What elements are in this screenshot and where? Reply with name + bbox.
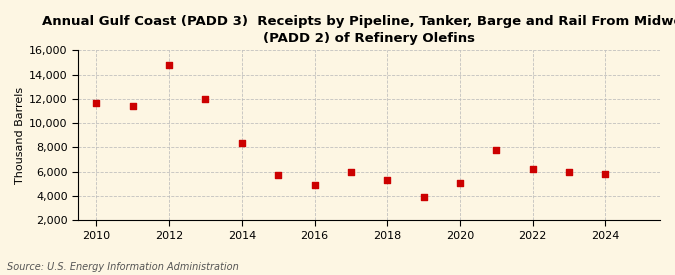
Point <box>273 173 284 178</box>
Point <box>418 195 429 199</box>
Point <box>200 97 211 101</box>
Point <box>128 104 138 108</box>
Point <box>454 180 465 185</box>
Point <box>491 148 502 152</box>
Point <box>382 178 393 182</box>
Title: Annual Gulf Coast (PADD 3)  Receipts by Pipeline, Tanker, Barge and Rail From Mi: Annual Gulf Coast (PADD 3) Receipts by P… <box>42 15 675 45</box>
Point <box>527 167 538 172</box>
Point <box>309 183 320 187</box>
Point <box>600 172 611 176</box>
Text: Source: U.S. Energy Information Administration: Source: U.S. Energy Information Administ… <box>7 262 238 272</box>
Y-axis label: Thousand Barrels: Thousand Barrels <box>15 87 25 184</box>
Point <box>164 63 175 67</box>
Point <box>91 100 102 105</box>
Point <box>346 170 356 174</box>
Point <box>236 141 247 145</box>
Point <box>564 170 574 174</box>
